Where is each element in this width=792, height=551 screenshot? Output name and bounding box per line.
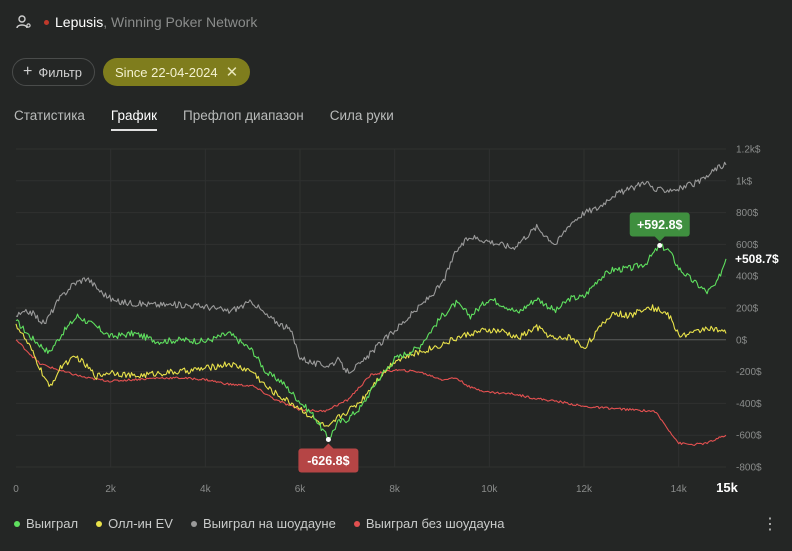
y-tick-label: 1k$ [736,176,753,187]
chart-container: 0 2k 4k 6k 8k 10k 12k 14k 15k 1.2k$ 1k$ 800$ 600$ 400… [0,135,792,505]
legend-dot-won [14,520,20,527]
close-icon[interactable]: ✕ [225,63,239,81]
annotation-pointer [654,236,665,242]
legend-item-allin-ev[interactable]: Олл-ин EV [96,516,173,531]
series-line-2 [15,161,727,374]
y-tick-label: 1.2k$ [736,145,761,156]
x-tick-label: 10k [481,484,498,495]
x-tick-label: 2k [105,484,117,495]
x-tick-label: 4k [200,484,212,495]
legend-item-showdown[interactable]: Выиграл на шоудауне [190,516,336,531]
header: Lepusis , Winning Poker Network [16,12,257,32]
legend-item-non-showdown[interactable]: Выиграл без шоудауна [353,516,505,531]
annotation-point [657,243,663,249]
x-tick-label: 6k [295,484,307,495]
x-tick-label: 15k [716,480,738,495]
tab-preflop-range[interactable]: Префлоп диапазон [183,108,304,123]
last-value-label: +508.7$ [735,252,779,266]
annotation-pointer [323,443,334,449]
y-tick-label: -200$ [736,367,762,378]
legend-label-allin-ev: Олл-ин EV [108,516,173,531]
network-name: , Winning Poker Network [103,14,258,30]
filter-bar: + Фильтр Since 22-04-2024 ✕ [12,58,251,86]
x-tick-label: 0 [13,484,19,495]
legend-dot-showdown [190,520,197,527]
chart-legend: Выиграл Олл-ин EV Выиграл на шоудауне Вы… [14,516,504,531]
legend-label-non-showdown: Выиграл без шоудауна [365,516,505,531]
y-tick-label: 800$ [736,208,759,219]
player-name[interactable]: Lepusis [55,14,104,30]
series-line-3 [15,339,727,447]
x-tick-label: 8k [389,484,401,495]
series-line-0 [15,243,727,442]
x-tick-label: 12k [576,484,593,495]
profit-chart[interactable]: 0 2k 4k 6k 8k 10k 12k 14k 15k 1.2k$ 1k$ 800$ 600$ 400… [0,135,792,505]
x-tick-label: 14k [671,484,688,495]
y-tick-label: -600$ [736,431,762,442]
annotation-badge [629,212,690,237]
annotation-point [325,436,331,442]
date-filter-label: Since 22-04-2024 [115,64,218,80]
y-tick-label: 200$ [736,304,759,315]
annotation-label: +592.8$ [637,218,683,232]
more-options-icon[interactable]: ⋮ [762,516,778,533]
y-tick-label: -400$ [736,399,762,410]
legend-dot-non-showdown [353,520,360,527]
tab-graph[interactable]: График [110,108,158,131]
y-tick-label: 600$ [736,240,759,251]
tab-bar: Статистика График Префлоп диапазон Сила … [14,108,394,131]
status-dot [44,19,49,25]
tab-stats[interactable]: Статистика [14,108,85,123]
annotation-badge [298,448,359,473]
legend-dot-allin-ev [96,520,103,527]
legend-label-won: Выиграл [26,516,79,531]
legend-label-showdown: Выиграл на шоудауне [202,516,336,531]
y-tick-label: 400$ [736,272,759,283]
tab-hand-strength[interactable]: Сила руки [329,108,394,123]
add-filter-label: Фильтр [38,64,83,80]
plus-icon: + [23,63,33,80]
legend-item-won[interactable]: Выиграл [14,516,78,531]
y-tick-label: 0$ [736,335,748,346]
date-filter-chip[interactable]: Since 22-04-2024 ✕ [103,58,251,86]
add-filter-button[interactable]: + Фильтр [12,58,96,86]
y-tick-label: -800$ [736,463,762,474]
annotation-label: -626.8$ [307,454,349,468]
user-settings-icon[interactable] [16,14,32,30]
